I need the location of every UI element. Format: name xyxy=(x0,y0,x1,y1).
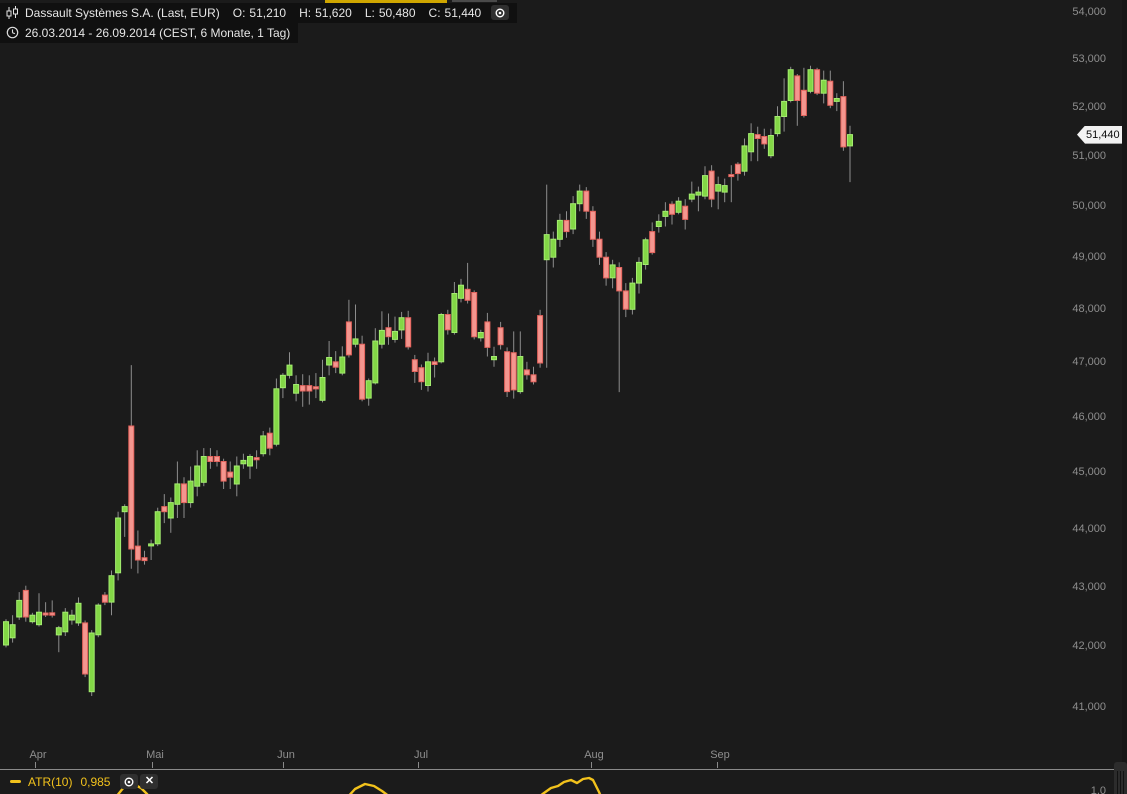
right-edge-strip xyxy=(1122,0,1127,794)
ohlc-close: C: 51,440 xyxy=(428,5,482,20)
month-tick xyxy=(591,762,592,768)
date-range-text: 26.03.2014 - 26.09.2014 (CEST, 6 Monate,… xyxy=(25,25,291,40)
circle-dot-icon xyxy=(124,777,134,786)
ohlc-low: L: 50,480 xyxy=(364,5,416,20)
pane-separator[interactable] xyxy=(0,769,1118,770)
price-axis-label: 46,000 xyxy=(1072,410,1106,423)
month-tick xyxy=(152,762,153,768)
price-axis-label: 47,000 xyxy=(1072,356,1106,369)
month-label: Jun xyxy=(277,749,295,761)
price-axis-label: 41,000 xyxy=(1072,701,1106,714)
corner-scrollbar[interactable] xyxy=(1114,762,1127,794)
candlestick-icon xyxy=(6,5,19,20)
month-tick xyxy=(35,762,36,768)
instrument-title: Dassault Systèmes S.A. (Last, EUR) xyxy=(25,5,220,20)
month-tick xyxy=(418,762,419,768)
atr-legend-row: ATR(10) 0,985 ✕ xyxy=(10,774,159,789)
instrument-header-row: Dassault Systèmes S.A. (Last, EUR) O: 51,… xyxy=(0,3,518,23)
price-axis-label: 43,000 xyxy=(1072,580,1106,593)
series-visibility-button[interactable] xyxy=(491,5,510,20)
price-axis-label: 42,000 xyxy=(1072,640,1106,653)
price-axis-label: 49,000 xyxy=(1072,251,1106,264)
month-label: Jul xyxy=(413,749,429,761)
price-axis-label: 45,000 xyxy=(1072,466,1106,479)
date-range-row: 26.03.2014 - 26.09.2014 (CEST, 6 Monate,… xyxy=(0,23,299,43)
price-axis-label: 51,000 xyxy=(1072,150,1106,163)
atr-visibility-button[interactable] xyxy=(120,774,139,789)
atr-swatch-icon xyxy=(10,780,21,783)
price-axis-label: 53,000 xyxy=(1072,53,1106,66)
price-axis-label: 44,000 xyxy=(1072,522,1106,535)
clock-icon xyxy=(6,26,19,39)
ohlc-high: H: 51,620 xyxy=(299,5,352,20)
close-icon: ✕ xyxy=(144,775,155,787)
time-axis[interactable]: Apr Mai Jun Jul Aug Sep xyxy=(0,749,1127,770)
month-tick xyxy=(717,762,718,768)
price-axis-label: 52,000 xyxy=(1072,101,1106,114)
price-axis-label: 50,000 xyxy=(1072,200,1106,213)
atr-name: ATR(10) xyxy=(28,774,73,789)
atr-scale-label: 1,0 xyxy=(1090,785,1106,794)
month-label: Mai xyxy=(146,749,164,761)
atr-value: 0,985 xyxy=(80,774,111,789)
atr-close-button[interactable]: ✕ xyxy=(140,774,159,789)
month-tick xyxy=(283,762,284,768)
price-axis[interactable]: 54,000 53,000 52,000 51,000 50,000 49,000 48,0… xyxy=(1046,0,1106,794)
month-label: Aug xyxy=(584,749,604,761)
active-tab-indicator xyxy=(325,0,447,3)
month-label: Apr xyxy=(29,749,47,761)
ohlc-open: O: 51,210 xyxy=(232,5,287,20)
price-axis-label: 54,000 xyxy=(1072,6,1106,18)
month-label: Sep xyxy=(710,749,730,761)
circle-dot-icon xyxy=(495,8,505,17)
last-price-badge: 51,440 xyxy=(1077,125,1127,144)
price-axis-label: 48,000 xyxy=(1072,303,1106,316)
inactive-tab-fragment xyxy=(452,0,497,2)
